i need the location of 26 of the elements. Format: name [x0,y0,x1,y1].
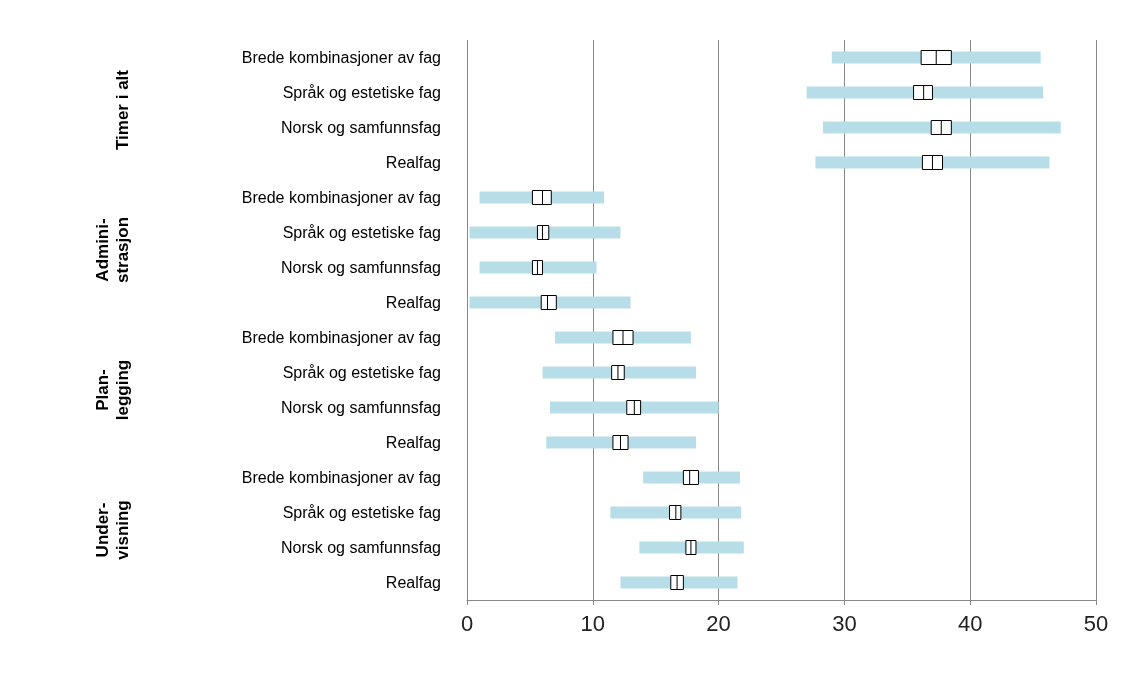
y-tick-label: Realfag [385,434,441,451]
x-tick-label: 40 [957,610,983,636]
x-tick-label: 10 [580,610,606,636]
y-axis-title: Under- visning [92,500,132,560]
y-tick-label: Norsk og samfunnsfag [280,119,441,136]
y-tick-label: Brede kombinasjoner av fag [241,189,441,206]
y-axis-title: Admini- strasjon [92,216,132,284]
x-tick-label: 50 [1083,610,1109,636]
y-tick-label: Språk og estetiske fag [282,364,441,381]
y-axis-title: Plan- legging [92,359,132,421]
y-tick-label: Realfag [385,574,441,591]
y-tick-label: Brede kombinasjoner av fag [241,469,441,486]
x-tick-label: 20 [706,610,731,636]
y-tick-label: Brede kombinasjoner av fag [241,329,441,346]
y-tick-label: Norsk og samfunnsfag [280,399,441,416]
y-tick-label: Realfag [385,294,441,311]
x-tick-label: 30 [832,610,857,636]
y-tick-label: Norsk og samfunnsfag [280,259,441,276]
y-tick-label: Språk og estetiske fag [282,84,441,101]
y-tick-label: Realfag [385,154,441,171]
y-tick-label: Språk og estetiske fag [282,224,441,241]
y-tick-label: Brede kombinasjoner av fag [241,49,441,66]
y-axis-title: Timer i alt [112,69,132,150]
x-tick-label: 0 [460,610,474,636]
y-tick-label: Norsk og samfunnsfag [280,539,441,556]
y-tick-label: Språk og estetiske fag [282,504,441,521]
